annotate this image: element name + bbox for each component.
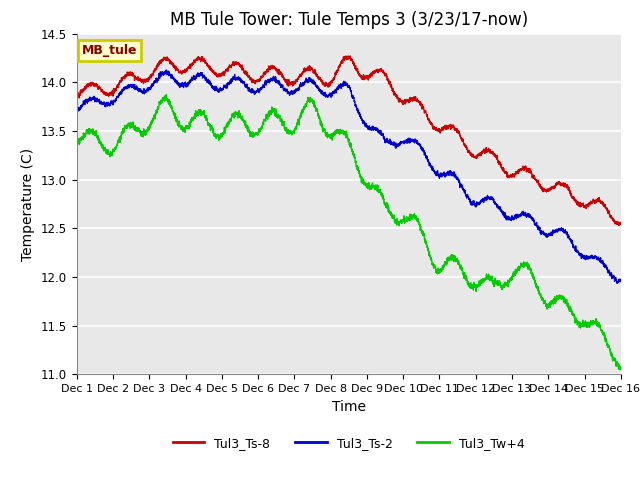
Y-axis label: Temperature (C): Temperature (C): [21, 147, 35, 261]
Tul3_Ts-8: [594, 197, 602, 203]
Tul3_Tw+4: [588, 321, 595, 326]
Tul3_Ts-2: [588, 254, 595, 260]
Tul3_Ts-2: [163, 67, 170, 73]
Title: MB Tule Tower: Tule Temps 3 (3/23/17-now): MB Tule Tower: Tule Temps 3 (3/23/17-now…: [170, 11, 528, 29]
Tul3_Ts-2: [258, 85, 266, 91]
Legend: Tul3_Ts-8, Tul3_Ts-2, Tul3_Tw+4: Tul3_Ts-8, Tul3_Ts-2, Tul3_Tw+4: [168, 432, 529, 455]
Tul3_Ts-2: [486, 196, 493, 202]
Tul3_Ts-2: [470, 201, 478, 207]
X-axis label: Time: Time: [332, 400, 366, 414]
Tul3_Ts-8: [342, 53, 350, 59]
Tul3_Tw+4: [258, 125, 266, 131]
Tul3_Ts-8: [486, 150, 493, 156]
Tul3_Tw+4: [486, 277, 493, 283]
Text: MB_tule: MB_tule: [82, 44, 138, 57]
Tul3_Tw+4: [594, 322, 602, 327]
Tul3_Ts-8: [258, 74, 266, 80]
Tul3_Ts-2: [613, 280, 621, 286]
Tul3_Tw+4: [163, 92, 170, 97]
Line: Tul3_Ts-2: Tul3_Ts-2: [77, 70, 621, 283]
Tul3_Ts-8: [615, 223, 623, 228]
Tul3_Ts-8: [588, 200, 595, 206]
Tul3_Ts-8: [73, 94, 81, 100]
Tul3_Tw+4: [470, 283, 478, 288]
Tul3_Ts-2: [594, 254, 602, 260]
Tul3_Tw+4: [616, 367, 624, 373]
Tul3_Ts-2: [617, 279, 625, 285]
Tul3_Tw+4: [617, 365, 625, 371]
Tul3_Ts-8: [617, 221, 625, 227]
Tul3_Ts-2: [330, 89, 338, 95]
Tul3_Tw+4: [330, 132, 338, 138]
Line: Tul3_Ts-8: Tul3_Ts-8: [77, 56, 621, 226]
Line: Tul3_Tw+4: Tul3_Tw+4: [77, 95, 621, 370]
Tul3_Ts-8: [330, 74, 338, 80]
Tul3_Ts-2: [73, 109, 81, 115]
Tul3_Tw+4: [73, 143, 81, 149]
Tul3_Ts-8: [470, 154, 478, 160]
